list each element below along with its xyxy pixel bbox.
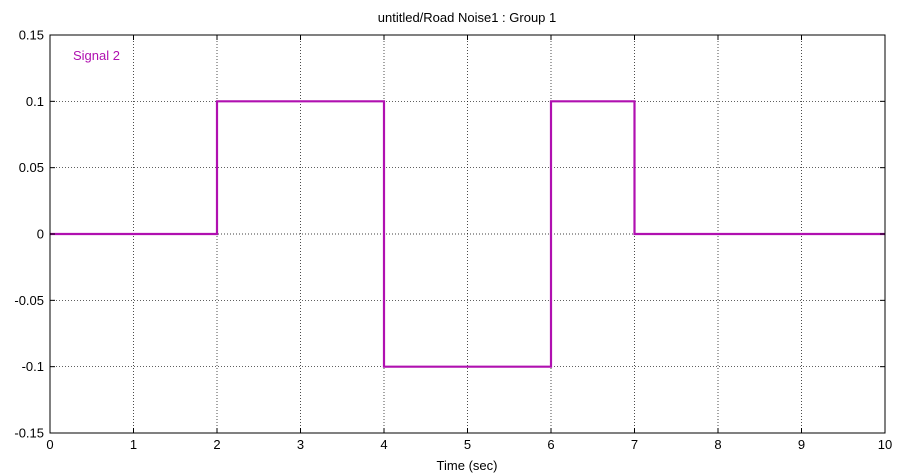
x-tick-label: 9 [798,437,805,452]
series-layer [50,100,885,368]
legend-entry-label: Signal 2 [73,48,120,63]
x-tick-label: 6 [547,437,554,452]
y-tick-label: -0.1 [22,359,44,374]
x-axis-label: Time (sec) [437,458,498,473]
y-tick-label: 0.15 [19,28,44,43]
y-tick-label: 0 [37,227,44,242]
x-tick-label: 10 [878,437,892,452]
y-tick-label: -0.05 [14,293,44,308]
chart-title: untitled/Road Noise1 : Group 1 [378,10,557,25]
x-tick-label: 0 [46,437,53,452]
x-tick-label: 8 [714,437,721,452]
y-tick-label: -0.15 [14,426,44,441]
x-tick-label: 3 [297,437,304,452]
x-tick-label: 1 [130,437,137,452]
y-tick-label: 0.1 [26,94,44,109]
y-tick-label: 0.05 [19,160,44,175]
axes: 0 1 2 3 4 5 6 7 8 9 10 0.15 0.1 0.05 0 -0.05 -0.1 -0.15 [14,28,892,453]
x-tick-label: 2 [213,437,220,452]
x-tick-label: 5 [464,437,471,452]
x-tick-label: 4 [380,437,387,452]
series-line-signal-2 [50,100,885,368]
x-tick-label: 7 [631,437,638,452]
